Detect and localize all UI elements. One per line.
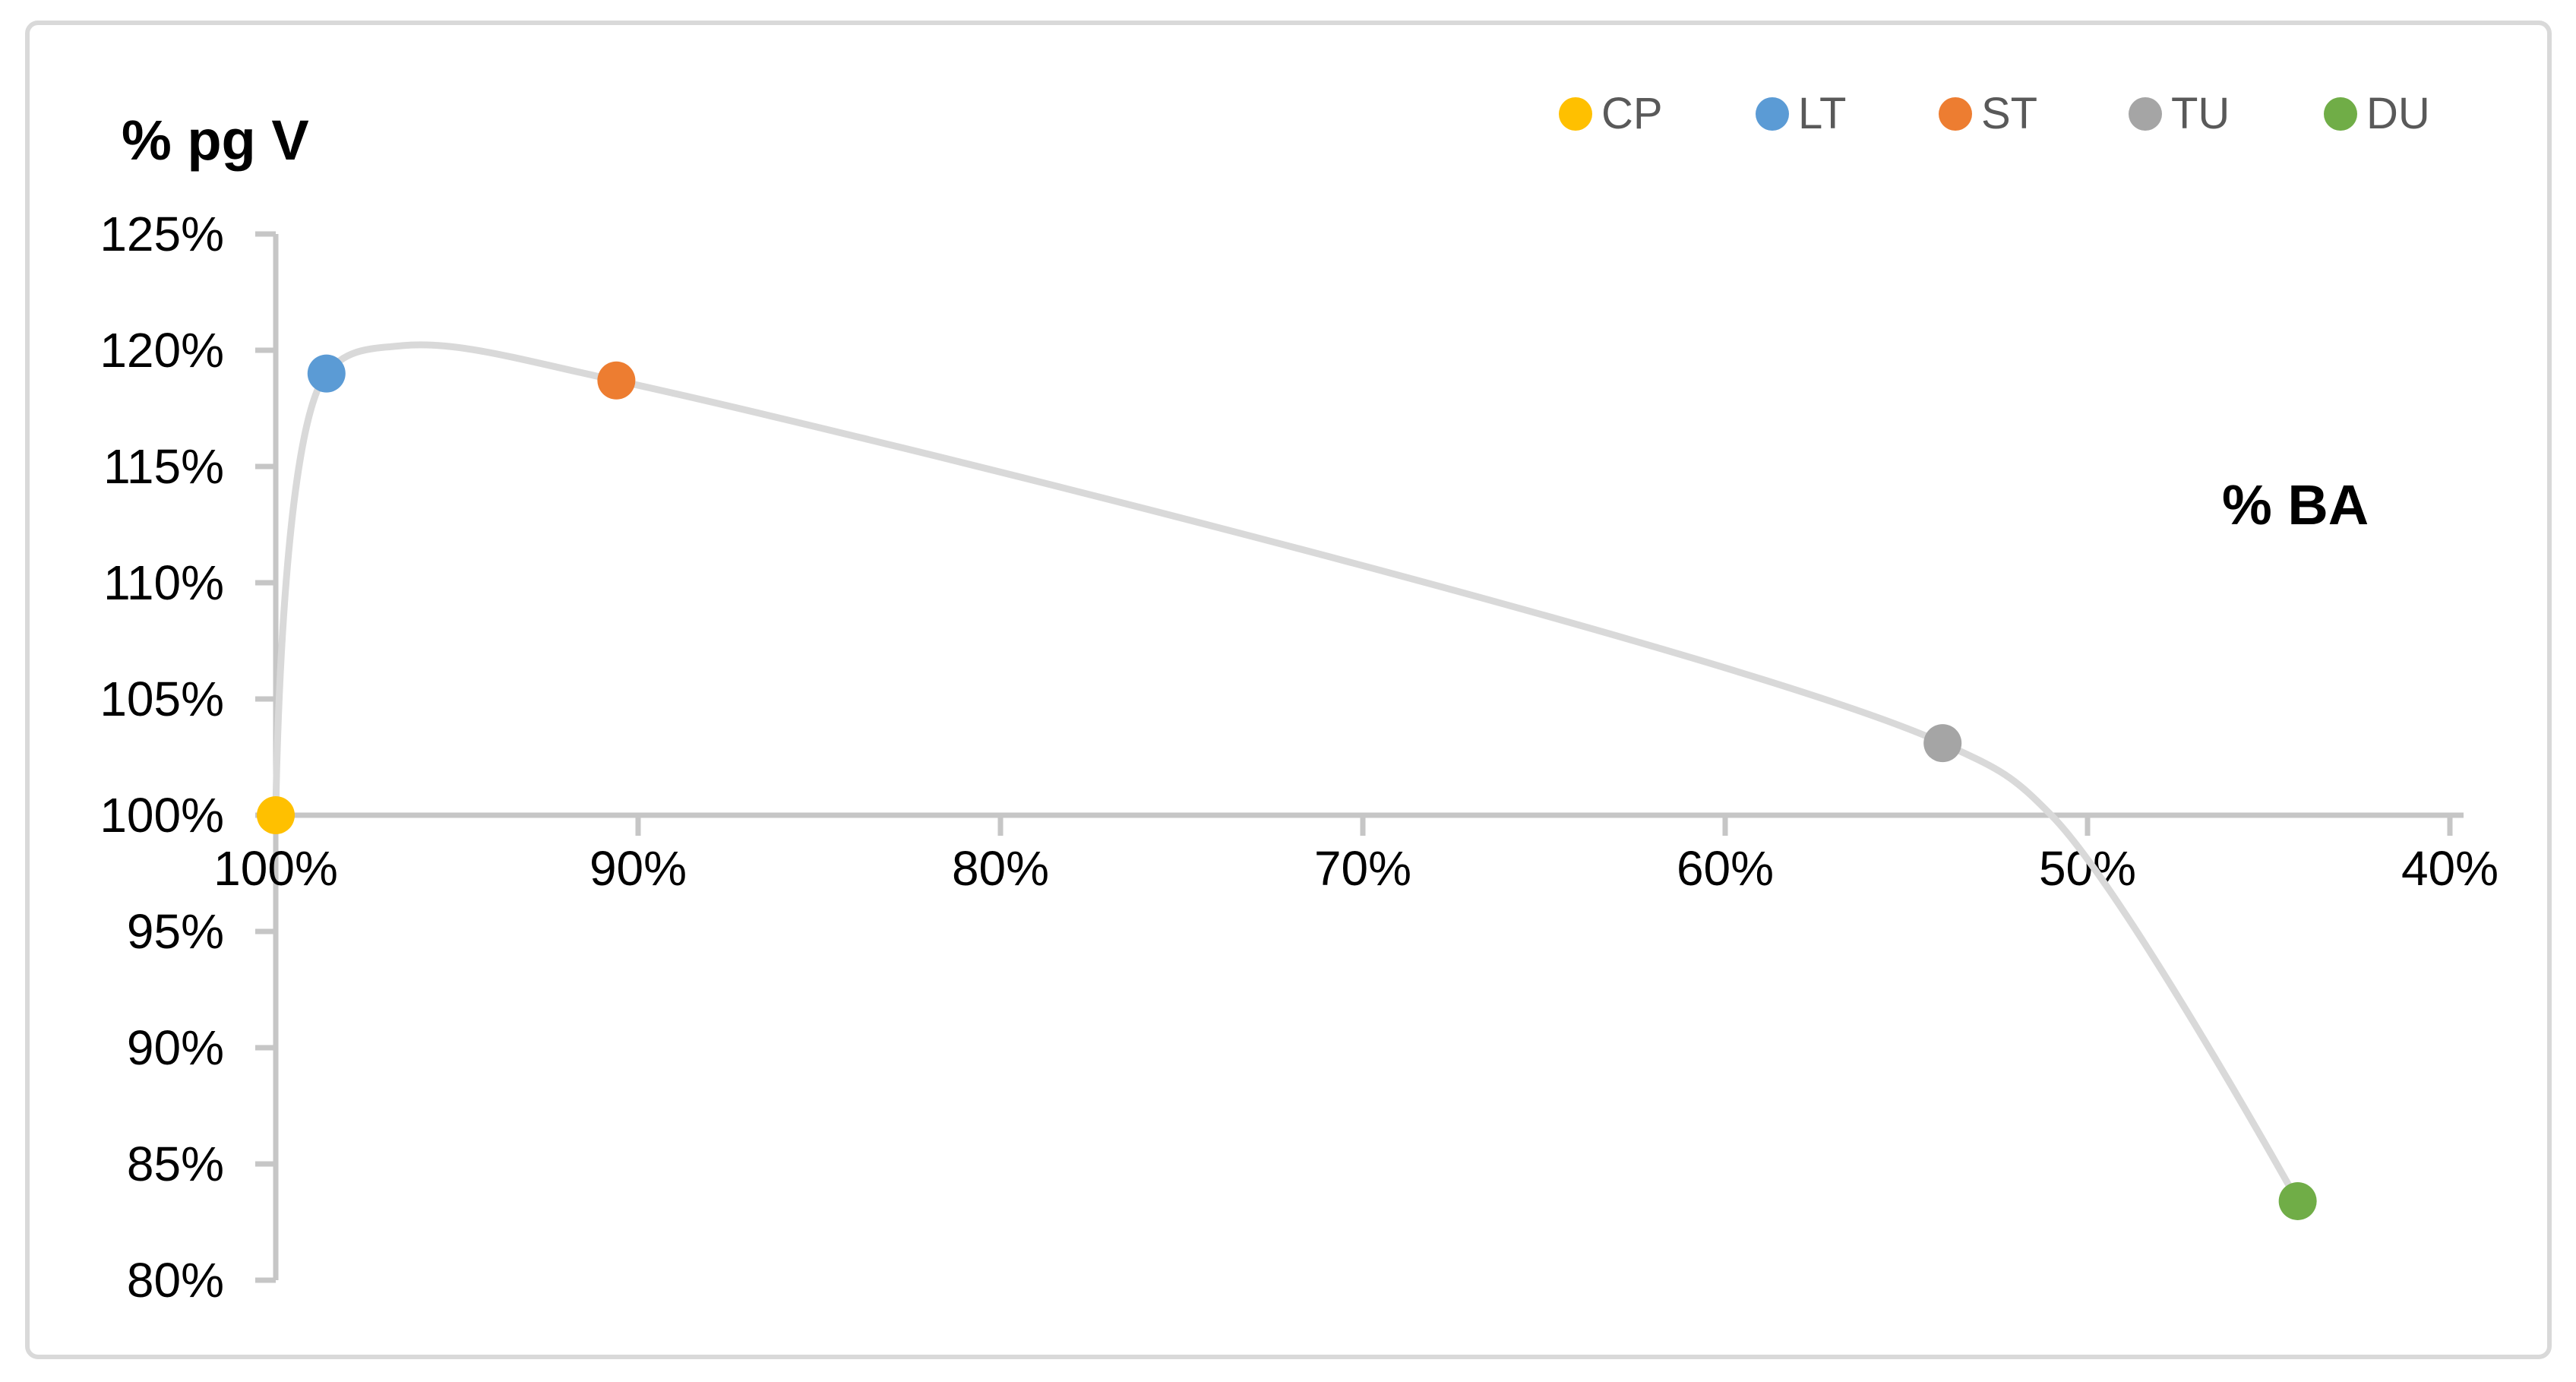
y-tick-label: 80% xyxy=(127,1253,224,1308)
y-axis-title: % pg V xyxy=(122,109,309,172)
legend-item-ST: ST xyxy=(1939,90,2037,138)
data-point-ST xyxy=(597,361,636,400)
chart-border xyxy=(25,21,2552,1359)
legend-item-DU: DU xyxy=(2324,90,2430,138)
y-tick-label: 125% xyxy=(100,207,224,261)
data-point-LT xyxy=(307,354,346,393)
x-tick-label: 90% xyxy=(589,841,687,896)
y-tick-label: 85% xyxy=(127,1137,224,1191)
data-point-CP xyxy=(257,796,295,834)
y-tick-label: 90% xyxy=(127,1020,224,1075)
y-tick-label: 115% xyxy=(103,439,224,494)
x-tick-label: 80% xyxy=(952,841,1049,896)
x-axis-title: % BA xyxy=(2222,473,2369,536)
x-tick-label: 40% xyxy=(2401,841,2499,896)
legend-item-CP: CP xyxy=(1559,90,1663,138)
legend-marker-TU xyxy=(2129,97,2162,131)
trend-curve xyxy=(272,341,2302,1205)
data-point-TU xyxy=(1923,724,1962,763)
y-tick-label: 120% xyxy=(100,323,224,378)
legend-label-DU: DU xyxy=(2366,89,2430,138)
legend-marker-DU xyxy=(2324,97,2357,131)
data-point-DU xyxy=(2278,1181,2317,1220)
legend-label-LT: LT xyxy=(1798,89,1847,138)
legend-item-LT: LT xyxy=(1756,90,1846,138)
x-tick-label: 100% xyxy=(213,841,338,896)
legend-label-TU: TU xyxy=(2171,89,2230,138)
legend-label-CP: CP xyxy=(1601,89,1663,138)
y-tick-label: 95% xyxy=(127,904,224,959)
legend-label-ST: ST xyxy=(1981,89,2038,138)
y-tick-label: 100% xyxy=(100,788,224,843)
x-tick-label: 60% xyxy=(1677,841,1774,896)
legend-item-TU: TU xyxy=(2129,90,2230,138)
x-tick-label: 70% xyxy=(1314,841,1411,896)
y-tick-label: 105% xyxy=(100,672,224,726)
legend-marker-CP xyxy=(1559,97,1592,131)
legend-marker-LT xyxy=(1756,97,1789,131)
legend-marker-ST xyxy=(1939,97,1972,131)
y-tick-label: 110% xyxy=(103,555,224,610)
x-tick-label: 50% xyxy=(2039,841,2136,896)
